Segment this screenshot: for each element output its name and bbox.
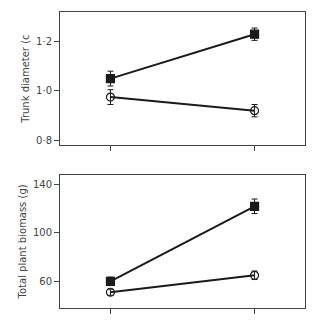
svg-text:1·0: 1·0 — [36, 85, 52, 96]
svg-text:140: 140 — [33, 179, 52, 190]
svg-text:100: 100 — [33, 227, 52, 238]
svg-text:Total plant biomass (g): Total plant biomass (g) — [17, 184, 28, 299]
svg-text:Trunk diameter (c: Trunk diameter (c — [20, 34, 31, 123]
svg-text:0·8: 0·8 — [36, 135, 52, 146]
svg-text:1·2: 1·2 — [36, 36, 52, 47]
svg-text:60: 60 — [39, 276, 52, 287]
